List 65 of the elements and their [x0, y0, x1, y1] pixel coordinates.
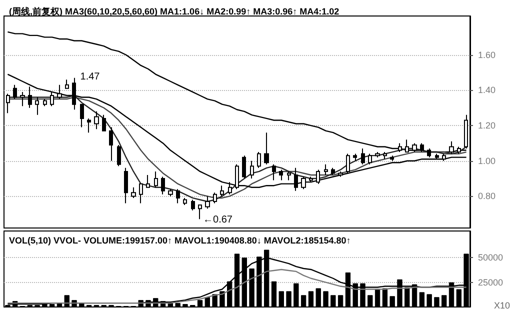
candlestick: [338, 170, 343, 178]
candlestick: [198, 204, 202, 220]
candlestick: [20, 91, 25, 107]
candlestick: [65, 79, 69, 89]
line-series: [7, 268, 467, 304]
candlestick: [287, 170, 291, 181]
candlestick: [102, 114, 106, 132]
candlestick: [161, 176, 165, 195]
candlestick: [279, 169, 283, 181]
text: X10: [494, 300, 510, 310]
candlestick: [324, 164, 328, 176]
candlestick: [139, 183, 143, 204]
candlestick: [131, 186, 136, 198]
y-tick-label: 1.60: [478, 50, 496, 60]
candlestick: [183, 197, 187, 206]
candlestick: [213, 192, 217, 204]
candlestick: [28, 86, 32, 108]
candlestick: [43, 98, 47, 107]
candlestick: [346, 153, 350, 174]
candlestick: [242, 155, 246, 180]
candlestick: [205, 196, 210, 210]
candlestick: [72, 77, 76, 110]
candlestick: [264, 132, 269, 165]
candlestick: [442, 153, 446, 162]
candlestick: [87, 118, 91, 134]
candlestick: [168, 188, 173, 197]
candlestick: [191, 199, 195, 211]
y-tick-label: 1.40: [478, 85, 496, 96]
candlestick: [435, 153, 439, 160]
candlestick: [390, 155, 394, 162]
candlestick: [361, 148, 365, 165]
candlestick: [35, 96, 39, 116]
candlestick: [176, 188, 180, 204]
annotation: ←0.67: [203, 214, 233, 226]
candlestick: [94, 110, 99, 130]
candlestick: [13, 84, 17, 100]
text: VOL(5,10) VVOL- VOLUME:199157.00↑ MAVOL1:190408.80↓ MAVOL2:185154.80↑: [9, 236, 351, 246]
candlestick: [109, 126, 113, 162]
candlestick: [80, 104, 84, 128]
candlestick: [50, 91, 54, 107]
candlestick: [353, 153, 357, 162]
candlestick: [146, 174, 150, 188]
candlestick: [309, 176, 313, 183]
candlestick: [6, 93, 10, 114]
candlestick: [117, 144, 121, 167]
y-tick-label: 50000: [478, 252, 504, 263]
candlestick: [368, 153, 372, 165]
y-tick-label: 1.20: [478, 120, 496, 131]
line-series: [7, 31, 467, 153]
candlestick: [331, 167, 335, 176]
y-tick-label: 0.80: [478, 191, 496, 202]
candlestick: [250, 160, 254, 180]
candlestick: [375, 152, 380, 158]
candlestick: [124, 167, 128, 204]
candlestick: [154, 170, 158, 188]
candlestick: [427, 148, 431, 158]
candlestick: [272, 164, 276, 181]
y-tick-label: 1.00: [478, 156, 496, 166]
candlestick: [57, 84, 62, 100]
candlestick: [257, 152, 261, 168]
candlestick: [383, 152, 387, 160]
y-tick-label: 25000: [478, 277, 504, 288]
candlestick: [220, 185, 224, 197]
candlestick: [316, 169, 320, 184]
annotation: 1.47: [80, 71, 100, 82]
